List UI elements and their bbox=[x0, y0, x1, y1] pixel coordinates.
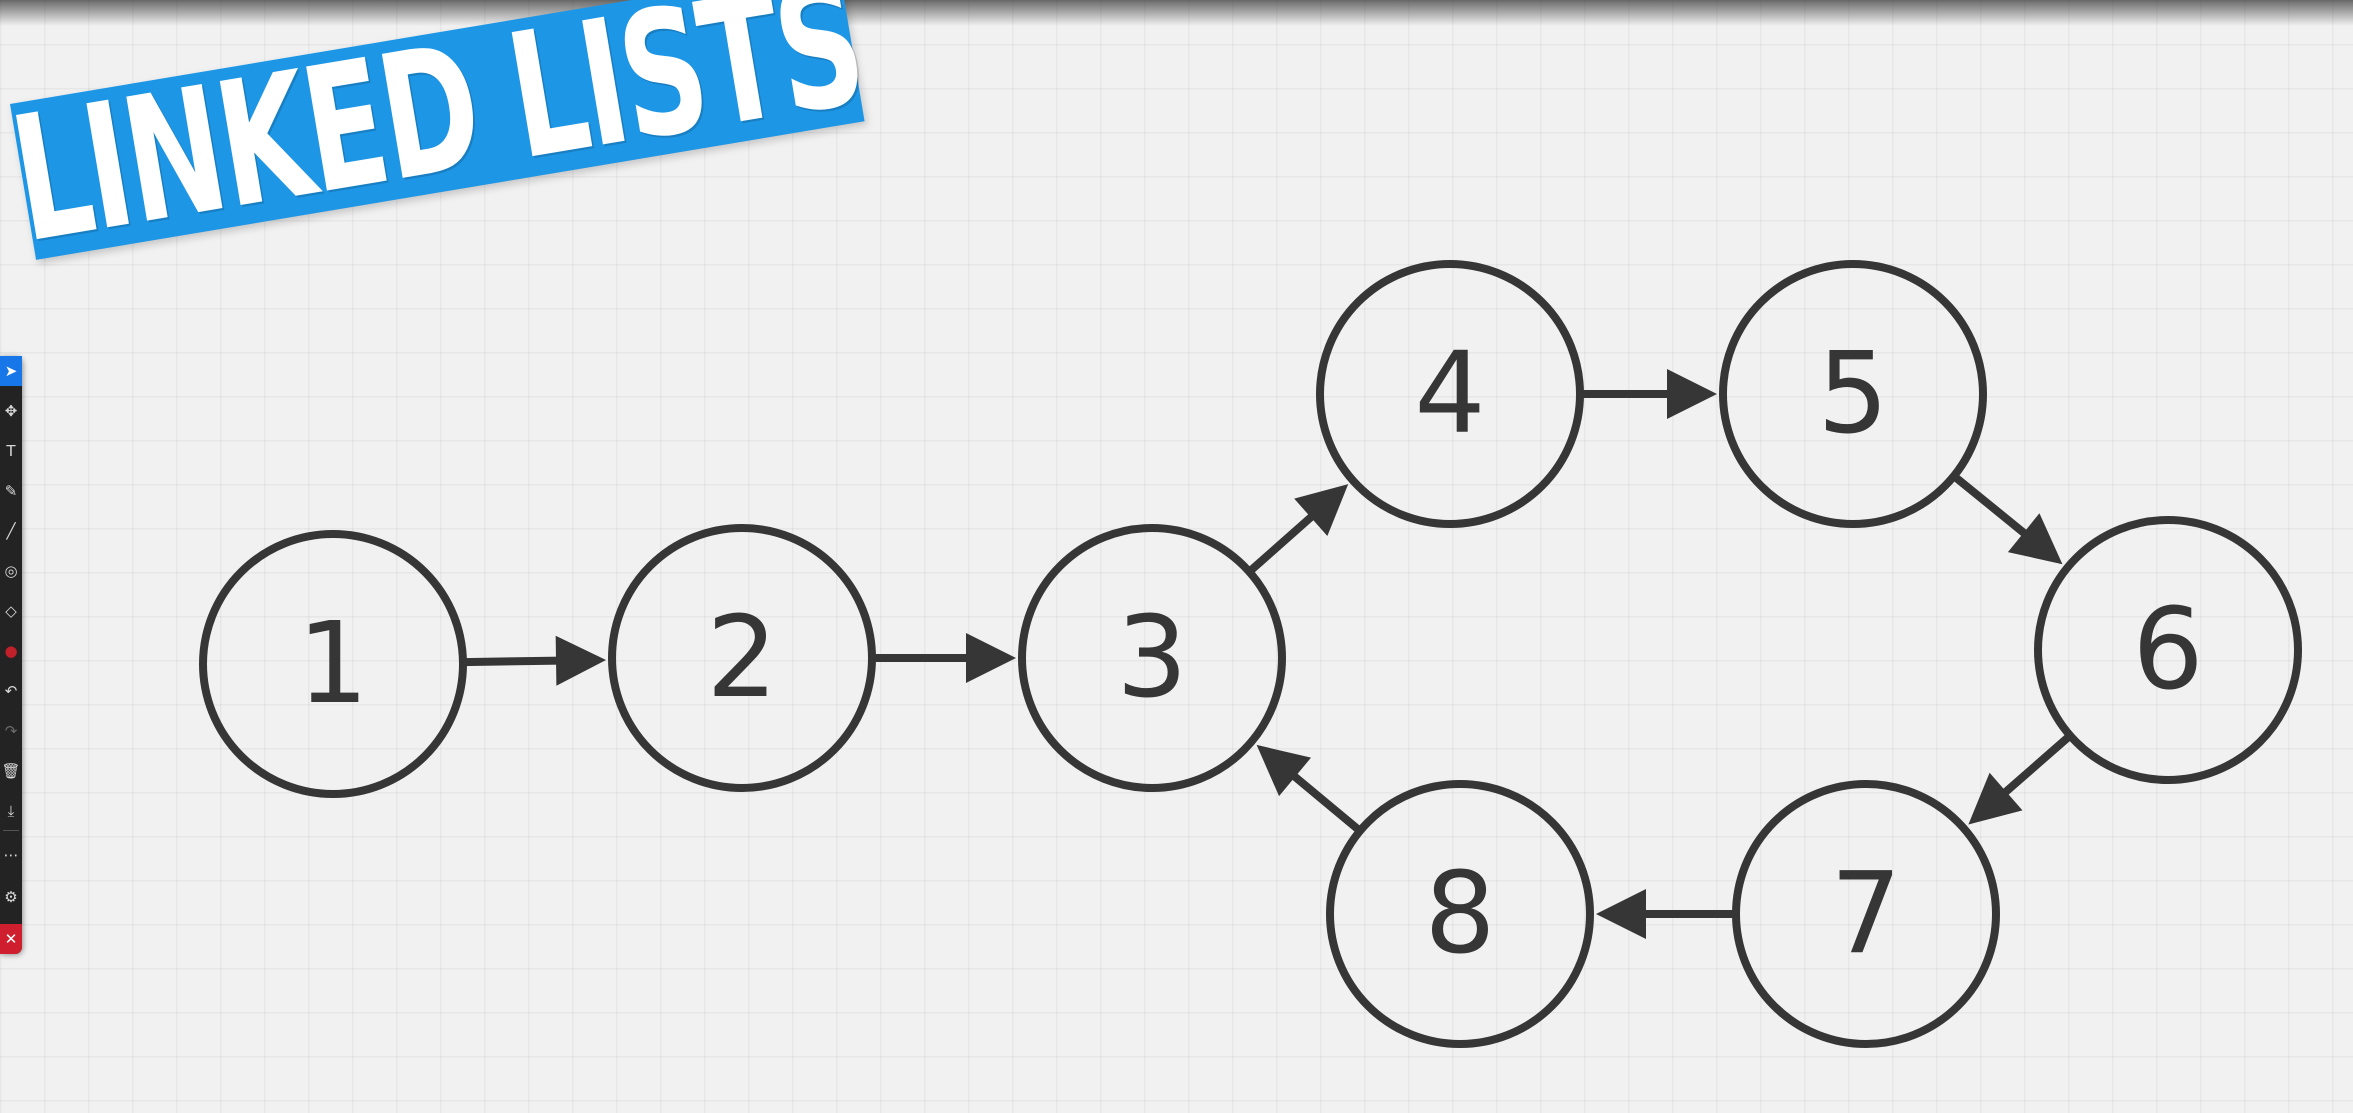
node-circle bbox=[608, 524, 876, 792]
pointer-icon[interactable]: ➤ bbox=[0, 356, 22, 386]
drawing-toolbar: ➤ ✥ T ✎ ╱ ◎ ◇ ● ↶ ↷ 🗑 ⤓ ⋯ ⚙ ✕ bbox=[0, 356, 22, 954]
more-icon[interactable]: ⋯ bbox=[3, 845, 19, 864]
edge-line bbox=[1289, 771, 1363, 834]
edge-2-3 bbox=[872, 633, 1016, 683]
trash-icon[interactable]: 🗑 bbox=[1, 761, 21, 780]
toolbar-separator bbox=[3, 830, 19, 831]
undo-icon[interactable]: ↶ bbox=[4, 681, 18, 700]
redo-icon[interactable]: ↷ bbox=[4, 721, 18, 740]
node-label: 1 bbox=[297, 599, 368, 729]
node-2: 2 bbox=[608, 524, 876, 792]
node-circle bbox=[1018, 524, 1286, 792]
arrow-head-icon bbox=[1596, 889, 1646, 939]
text-icon[interactable]: T bbox=[6, 441, 16, 460]
edge-8-3 bbox=[1256, 744, 1363, 834]
node-circle bbox=[1732, 780, 2000, 1048]
node-6: 6 bbox=[2034, 516, 2302, 784]
node-7: 7 bbox=[1732, 780, 2000, 1048]
pen-icon[interactable]: ✎ bbox=[4, 481, 18, 500]
edge-line bbox=[462, 656, 561, 667]
edge-7-8 bbox=[1596, 889, 1736, 939]
top-shadow bbox=[0, 0, 2353, 26]
node-label: 5 bbox=[1817, 329, 1888, 459]
node-circle bbox=[199, 530, 467, 798]
edge-3-4 bbox=[1246, 484, 1349, 575]
arrow-head-icon bbox=[1667, 369, 1717, 419]
node-circle bbox=[1326, 780, 1594, 1048]
arrow-head-icon bbox=[1294, 484, 1349, 537]
node-label: 8 bbox=[1424, 849, 1495, 979]
arrow-head-icon bbox=[555, 635, 607, 686]
edge-line bbox=[2000, 732, 2073, 798]
edge-6-7 bbox=[1968, 732, 2073, 825]
node-label: 3 bbox=[1116, 593, 1187, 723]
arrow-head-icon bbox=[1968, 772, 2023, 825]
highlighter-icon[interactable]: ◎ bbox=[4, 561, 18, 580]
node-3: 3 bbox=[1018, 524, 1286, 792]
line-icon[interactable]: ╱ bbox=[6, 521, 16, 540]
node-label: 7 bbox=[1830, 849, 1901, 979]
color-dot-icon[interactable]: ● bbox=[4, 641, 18, 660]
node-circle bbox=[2034, 516, 2302, 784]
move-icon[interactable]: ✥ bbox=[4, 401, 18, 420]
arrow-head-icon bbox=[2007, 513, 2063, 565]
edge-5-6 bbox=[1951, 472, 2063, 565]
node-5: 5 bbox=[1719, 260, 1987, 528]
node-circle bbox=[1316, 260, 1584, 528]
node-label: 4 bbox=[1414, 329, 1485, 459]
arrow-head-icon bbox=[1256, 744, 1312, 797]
edge-1-2 bbox=[462, 635, 607, 686]
arrow-head-icon bbox=[966, 633, 1016, 683]
edge-4-5 bbox=[1580, 369, 1717, 419]
node-circle bbox=[1719, 260, 1987, 528]
close-icon[interactable]: ✕ bbox=[0, 924, 22, 954]
node-4: 4 bbox=[1316, 260, 1584, 528]
download-icon[interactable]: ⤓ bbox=[7, 801, 15, 820]
node-label: 2 bbox=[706, 593, 777, 723]
settings-icon[interactable]: ⚙ bbox=[4, 887, 18, 906]
edge-line bbox=[1951, 472, 2030, 539]
node-1: 1 bbox=[199, 530, 467, 798]
node-8: 8 bbox=[1326, 780, 1594, 1048]
eraser-icon[interactable]: ◇ bbox=[5, 601, 17, 620]
node-label: 6 bbox=[2132, 585, 2203, 715]
edge-line bbox=[1246, 511, 1317, 575]
